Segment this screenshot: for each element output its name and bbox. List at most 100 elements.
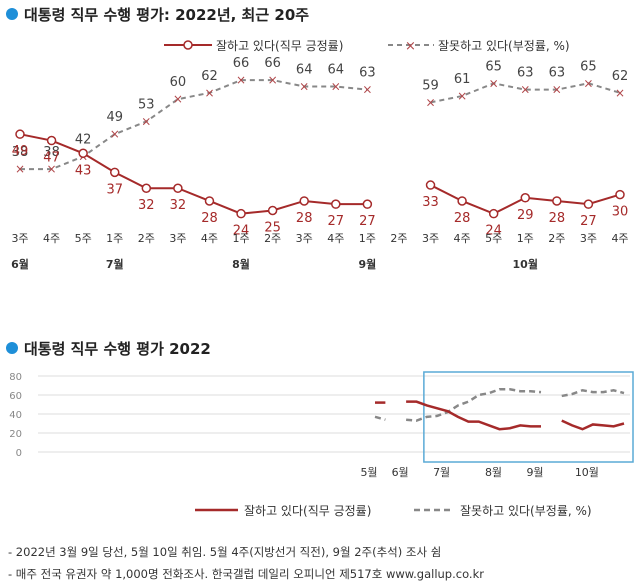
chart1-disapprove-point: × (457, 89, 467, 103)
chart1-x-tick: 2주 (264, 232, 281, 245)
chart2-y-tick: 60 (9, 391, 22, 402)
chart1-approve-point (457, 196, 467, 206)
chart1-x-tick: 4주 (327, 232, 344, 245)
chart2-approve-line-1 (406, 400, 541, 431)
chart2-disapprove-line-0 (374, 415, 386, 421)
chart1-disapprove-point: × (331, 79, 341, 93)
chart1-disapprove-value-label: 60 (170, 75, 187, 90)
chart1-approve-value-label: 28 (454, 211, 471, 226)
chart1-month-label: 8월 (232, 257, 250, 271)
chart1-approve-point (204, 196, 215, 206)
chart1-x-tick: 3주 (296, 232, 313, 245)
chart1-x-tick: 1주 (106, 232, 123, 245)
footnote-2: - 매주 전국 유권자 약 1,000명 전화조사. 한국갤럽 데일리 오피니언… (8, 567, 484, 581)
chart1-x-tick: 2주 (138, 232, 155, 245)
chart1-x-tick: 3주 (580, 232, 597, 245)
chart2-month-label: 8월 (485, 466, 502, 479)
chart2-y-tick: 0 (16, 448, 22, 459)
chart1-approve-point (78, 148, 88, 159)
chart1-disapprove-point: × (552, 83, 562, 97)
chart1-approve-line-0 (19, 133, 368, 215)
chart1-x-tick: 3주 (422, 232, 439, 245)
chart1-x-tick: 3주 (169, 232, 186, 245)
chart1-disapprove-line-1 (430, 82, 621, 104)
chart1-approve-point (615, 189, 625, 200)
chart1-disapprove-value-label: 65 (580, 59, 597, 74)
chart1-disapprove-point: × (583, 76, 593, 90)
chart1-approve-point (488, 208, 499, 219)
legend1-disapprove-marker: × (405, 39, 416, 54)
chart1-approve-value-label: 25 (264, 221, 281, 236)
chart2-month-label: 5월 (360, 466, 377, 479)
legend1-approve-label: 잘하고 있다(직무 긍정률) (216, 39, 343, 53)
chart1-disapprove-point: × (141, 114, 151, 128)
chart1-approve-value-label: 32 (138, 198, 155, 213)
chart1-approve-value-label: 27 (359, 214, 376, 229)
chart1-approve-point (236, 208, 246, 219)
chart1-disapprove-value-label: 63 (517, 66, 534, 81)
chart1-x-tick: 4주 (43, 232, 60, 245)
chart1-approve-point (552, 196, 562, 206)
legend1-disapprove-label: 잘못하고 있다(부정률, %) (438, 39, 570, 53)
chart1-approve-point (109, 167, 120, 178)
chart1-disapprove-value-label: 63 (359, 66, 376, 81)
chart1-disapprove-value-label: 62 (612, 69, 629, 84)
chart1-x-tick: 1주 (359, 232, 376, 245)
chart1-approve-point (520, 193, 531, 203)
chart1-approve-value-label: 29 (517, 208, 534, 223)
chart2-month-label: 7월 (433, 466, 450, 479)
chart1-approve-point (15, 129, 25, 139)
chart1-disapprove-value-label: 49 (106, 110, 123, 125)
chart1-disapprove-value-label: 63 (549, 66, 566, 81)
chart1-disapprove-value-label: 61 (454, 72, 471, 87)
chart1-approve-value-label: 28 (296, 211, 313, 226)
chart1-approve-value-label: 33 (422, 195, 439, 210)
chart1-disapprove-value-label: 65 (485, 59, 502, 74)
chart2-month-label: 6월 (392, 466, 409, 479)
chart1-approve-value-label: 32 (170, 198, 187, 213)
chart1-x-tick: 4주 (454, 232, 471, 245)
chart1-disapprove-point: × (489, 76, 499, 90)
chart1-approve-point (362, 199, 373, 209)
chart1-approve-point (141, 183, 152, 193)
chart1-disapprove-value-label: 64 (328, 62, 345, 77)
chart1-month-label: 9월 (358, 257, 376, 271)
chart1-month-label: 7월 (106, 257, 124, 271)
chart2-title: 대통령 직무 수행 평가 2022 (24, 340, 211, 358)
chart1-approve-point (583, 199, 594, 209)
chart1-x-tick: 4주 (201, 232, 218, 245)
chart1-approve-point (46, 135, 57, 146)
chart1-disapprove-point: × (110, 127, 120, 141)
chart1-approve-value-label: 30 (612, 205, 629, 220)
chart2-y-tick: 80 (9, 372, 22, 383)
chart1-approve-point (267, 205, 278, 216)
chart1-approve-point (299, 196, 309, 206)
chart1-x-tick: 2주 (390, 232, 407, 245)
chart2-month-label: 10월 (575, 466, 599, 479)
chart2-disapprove-line-2 (561, 388, 625, 398)
chart1-plot: × 38 × 38 × 42 × 49 × 53 × 60 × 62 × 66 × 66 × 64 × 64 × 63 × 59 ×… (11, 56, 628, 271)
chart1-x-tick: 1주 (232, 232, 249, 245)
chart1-approve-value-label: 49 (12, 144, 29, 159)
legend1-approve-marker (183, 40, 193, 50)
chart1-x-tick: 4주 (611, 232, 628, 245)
chart1-disapprove-value-label: 66 (233, 56, 250, 71)
chart1-disapprove-point: × (173, 92, 183, 106)
chart1-approve-point (331, 199, 341, 209)
chart1-x-tick: 1주 (517, 232, 534, 245)
chart1-x-tick: 3주 (11, 232, 28, 245)
chart2-disapprove-line-1 (406, 388, 542, 422)
chart1-approve-value-label: 28 (201, 211, 218, 226)
chart1-approve-point (425, 180, 436, 190)
chart2-month-label: 9월 (526, 466, 543, 479)
chart1-disapprove-point: × (15, 162, 25, 176)
chart1-disapprove-point: × (268, 73, 278, 87)
chart1-disapprove-value-label: 38 (43, 145, 60, 160)
chart1-x-tick: 5주 (485, 232, 502, 245)
chart1-disapprove-value-label: 64 (296, 62, 313, 77)
chart1-disapprove-value-label: 38 (12, 145, 29, 160)
title-bullet-icon (6, 8, 18, 20)
chart1-disapprove-point: × (47, 162, 57, 176)
chart1-approve-point (173, 183, 183, 193)
